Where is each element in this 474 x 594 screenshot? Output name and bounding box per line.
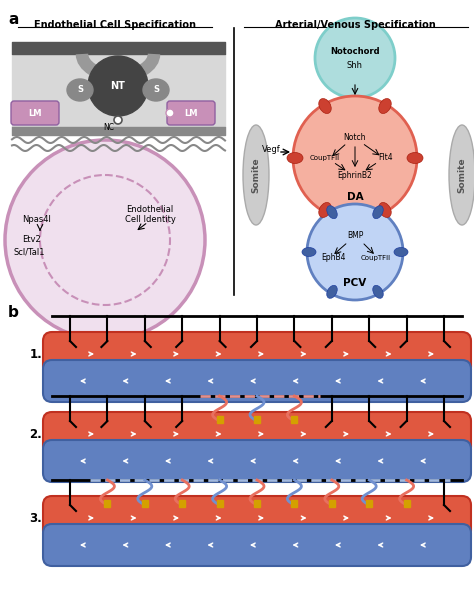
Ellipse shape	[302, 248, 316, 257]
Circle shape	[166, 109, 174, 117]
Circle shape	[315, 18, 395, 98]
Bar	[104, 500, 110, 507]
Circle shape	[293, 96, 417, 220]
Text: Notochord: Notochord	[330, 48, 380, 56]
FancyBboxPatch shape	[43, 360, 471, 402]
Ellipse shape	[243, 125, 269, 225]
Bar	[254, 416, 260, 423]
Ellipse shape	[394, 248, 408, 257]
Text: 3.: 3.	[29, 511, 42, 525]
Text: Flt4: Flt4	[379, 153, 393, 163]
Text: Arterial/Venous Specification: Arterial/Venous Specification	[274, 20, 436, 30]
Text: EphB4: EphB4	[322, 254, 346, 263]
Bar	[254, 500, 260, 507]
Ellipse shape	[449, 125, 474, 225]
Ellipse shape	[379, 99, 391, 113]
Ellipse shape	[373, 206, 383, 219]
Ellipse shape	[407, 153, 423, 163]
Bar	[292, 500, 297, 507]
Text: NC: NC	[103, 123, 114, 132]
Ellipse shape	[287, 153, 303, 163]
Circle shape	[114, 116, 122, 124]
FancyBboxPatch shape	[167, 101, 215, 125]
Text: CoupTFII: CoupTFII	[310, 155, 340, 161]
Text: S: S	[77, 86, 83, 94]
FancyBboxPatch shape	[11, 101, 59, 125]
Text: PCV: PCV	[343, 278, 366, 288]
Bar	[329, 500, 335, 507]
Text: Cell Identity: Cell Identity	[125, 216, 175, 225]
Ellipse shape	[327, 285, 337, 298]
Circle shape	[88, 56, 148, 116]
Ellipse shape	[67, 79, 93, 101]
Text: LM: LM	[184, 109, 198, 118]
Text: a: a	[8, 12, 18, 27]
Bar	[142, 500, 148, 507]
Text: BMP: BMP	[347, 232, 363, 241]
Text: Somite: Somite	[252, 157, 261, 193]
Text: b: b	[8, 305, 19, 320]
Text: 2.: 2.	[29, 428, 42, 441]
FancyBboxPatch shape	[43, 524, 471, 566]
Text: NT: NT	[110, 81, 126, 91]
Text: Vegf: Vegf	[262, 146, 281, 154]
Text: Etv2: Etv2	[22, 235, 41, 245]
Text: Notch: Notch	[344, 134, 366, 143]
Bar	[292, 416, 297, 423]
Circle shape	[5, 140, 205, 340]
Text: Endothelial Cell Specification: Endothelial Cell Specification	[34, 20, 196, 30]
Circle shape	[307, 204, 403, 300]
Text: LM: LM	[28, 109, 42, 118]
Ellipse shape	[319, 99, 331, 113]
Bar	[179, 500, 185, 507]
FancyBboxPatch shape	[43, 496, 471, 540]
Text: EphrinB2: EphrinB2	[337, 170, 373, 179]
Bar	[217, 500, 223, 507]
FancyBboxPatch shape	[43, 412, 471, 456]
Text: Endothelial: Endothelial	[127, 206, 173, 214]
Text: 1.: 1.	[29, 347, 42, 361]
Bar	[366, 500, 372, 507]
Bar	[403, 500, 410, 507]
Text: Scl/Tal1: Scl/Tal1	[14, 248, 46, 257]
Ellipse shape	[319, 203, 331, 217]
Text: Shh: Shh	[347, 61, 363, 69]
FancyBboxPatch shape	[43, 440, 471, 482]
Text: Npas4l: Npas4l	[22, 216, 51, 225]
Text: S: S	[153, 86, 159, 94]
Ellipse shape	[327, 206, 337, 219]
Ellipse shape	[373, 285, 383, 298]
Text: Somite: Somite	[457, 157, 466, 193]
FancyBboxPatch shape	[43, 332, 471, 376]
Text: DA: DA	[346, 192, 363, 202]
Ellipse shape	[143, 79, 169, 101]
Text: CoupTFII: CoupTFII	[361, 255, 391, 261]
Ellipse shape	[379, 203, 391, 217]
Bar	[217, 416, 223, 423]
